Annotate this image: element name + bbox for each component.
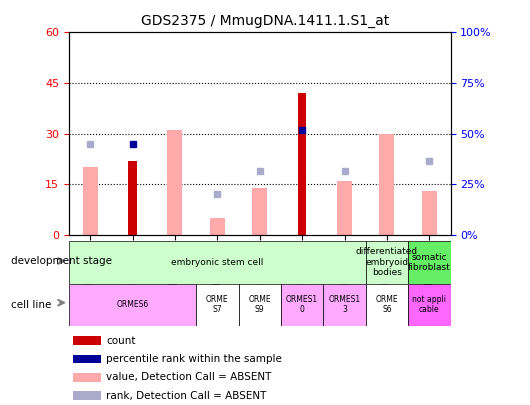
Text: ORME
S7: ORME S7 xyxy=(206,295,228,314)
Bar xyxy=(366,284,408,326)
Bar xyxy=(366,241,408,284)
Bar xyxy=(337,181,352,235)
Bar xyxy=(238,284,281,326)
Bar xyxy=(408,284,450,326)
Text: ORME
S9: ORME S9 xyxy=(249,295,271,314)
Text: ORMES1
0: ORMES1 0 xyxy=(286,295,318,314)
Bar xyxy=(408,241,450,284)
Text: GDS2375 / MmugDNA.1411.1.S1_at: GDS2375 / MmugDNA.1411.1.S1_at xyxy=(141,14,389,28)
Bar xyxy=(323,284,366,326)
Text: rank, Detection Call = ABSENT: rank, Detection Call = ABSENT xyxy=(106,390,267,401)
Bar xyxy=(128,161,137,235)
Bar xyxy=(69,241,366,284)
Bar xyxy=(69,284,196,326)
Bar xyxy=(73,391,101,400)
Text: count: count xyxy=(106,336,136,346)
Bar xyxy=(196,284,238,326)
Bar xyxy=(167,130,182,235)
Bar xyxy=(379,134,394,235)
Text: not appli
cable: not appli cable xyxy=(412,295,446,314)
Bar xyxy=(210,218,225,235)
Text: ORME
S6: ORME S6 xyxy=(376,295,398,314)
Bar xyxy=(73,355,101,363)
Text: differentiated
embryoid
bodies: differentiated embryoid bodies xyxy=(356,247,418,277)
Text: embryonic stem cell: embryonic stem cell xyxy=(171,258,263,267)
Text: value, Detection Call = ABSENT: value, Detection Call = ABSENT xyxy=(106,372,271,382)
Bar xyxy=(83,167,98,235)
Bar xyxy=(422,191,437,235)
Bar xyxy=(281,284,323,326)
Text: development stage: development stage xyxy=(11,256,112,266)
Bar xyxy=(252,188,267,235)
Text: ORMES1
3: ORMES1 3 xyxy=(329,295,360,314)
Bar xyxy=(298,93,306,235)
Text: percentile rank within the sample: percentile rank within the sample xyxy=(106,354,282,364)
Text: cell line: cell line xyxy=(11,300,51,309)
Bar xyxy=(73,337,101,345)
Text: ORMES6: ORMES6 xyxy=(117,300,148,309)
Text: somatic
fibroblast: somatic fibroblast xyxy=(408,253,450,272)
Bar xyxy=(73,373,101,382)
